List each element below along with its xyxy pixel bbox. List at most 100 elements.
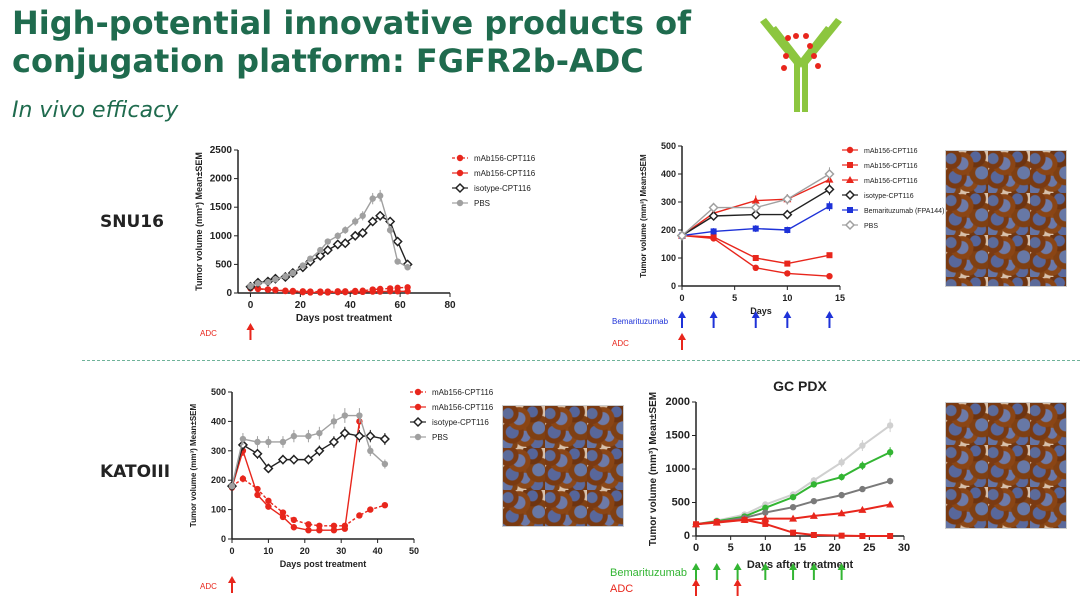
data-point (264, 278, 272, 286)
data-point (762, 504, 769, 512)
data-point (858, 505, 867, 513)
data-point (741, 516, 748, 523)
data-point (824, 184, 835, 195)
data-point (254, 280, 262, 287)
data-point (826, 273, 833, 280)
series-2 (226, 426, 390, 492)
x-tick-label: 0 (693, 542, 699, 554)
legend-label: mAb156-CPT116 (474, 169, 536, 178)
x-tick-label: 10 (782, 293, 792, 303)
data-point (264, 286, 272, 293)
data-point (324, 238, 331, 245)
data-point (330, 522, 338, 529)
data-point (254, 285, 262, 292)
data-point (369, 195, 376, 202)
x-tick-label: 20 (829, 542, 841, 554)
data-point (317, 289, 324, 296)
data-point (375, 210, 386, 221)
data-point (859, 485, 866, 493)
y-tick-label: 2500 (210, 145, 233, 156)
y-tick-label: 1000 (210, 231, 233, 242)
legend-label: mAb156-CPT116 (432, 388, 494, 397)
dosing-label: ADC (610, 583, 633, 595)
data-point (826, 203, 833, 210)
data-point (838, 473, 845, 481)
data-point (846, 176, 854, 183)
data-point (341, 525, 349, 532)
y-tick-label: 0 (226, 288, 232, 299)
y-tick-label: 1500 (666, 430, 690, 442)
legend-label: PBS (474, 199, 490, 208)
data-point (824, 168, 835, 180)
arrow-head (228, 576, 236, 583)
data-point (289, 269, 297, 277)
data-point (369, 288, 376, 295)
data-point (693, 521, 699, 528)
data-point (404, 288, 411, 295)
data-point (357, 227, 368, 239)
data-point (713, 518, 720, 525)
row-label-snu16: SNU16 (100, 212, 164, 232)
arrow-head (783, 311, 792, 318)
y-tick-label: 400 (661, 169, 676, 179)
arrow-head (809, 563, 818, 570)
data-point (404, 264, 411, 271)
dosing-label: Bemarituzumab (612, 317, 669, 326)
data-point (838, 459, 845, 466)
data-point (762, 509, 769, 516)
arrow-head (246, 323, 255, 330)
arrow-head (825, 311, 834, 318)
data-point (844, 219, 856, 231)
data-point (750, 202, 761, 213)
data-point (790, 529, 797, 536)
data-point (859, 442, 866, 449)
y-tick-label: 500 (661, 141, 676, 151)
data-point (342, 226, 349, 234)
arrow-head (789, 563, 798, 570)
data-point (307, 289, 314, 296)
arrow-head (678, 333, 686, 340)
y-tick-label: 500 (211, 387, 226, 397)
ihc-stain-image (945, 402, 1067, 529)
dosing-label: ADC (612, 339, 629, 348)
data-point (314, 445, 325, 456)
x-axis-label: Days post treatment (296, 313, 393, 324)
data-point (782, 194, 793, 205)
y-tick-label: 0 (221, 534, 226, 544)
data-point (386, 288, 394, 295)
x-tick-label: 80 (444, 300, 456, 311)
x-tick-label: 10 (263, 546, 273, 556)
dosing-arrow-icon (678, 333, 686, 350)
data-point (316, 522, 323, 529)
y-tick-label: 300 (661, 197, 676, 207)
data-point (330, 418, 338, 425)
data-point (846, 146, 854, 154)
arrow-head (692, 579, 700, 586)
data-point (784, 270, 791, 277)
data-point (859, 462, 866, 469)
data-point (367, 216, 378, 227)
x-axis-label: Days (750, 306, 772, 316)
chart-snu16-left: 0 500 1000 1500 2000 2500 0 20 40 60 80 Days post t… (194, 145, 536, 340)
y-tick-label: 1500 (210, 202, 233, 213)
data-point (328, 436, 339, 448)
series-3 (228, 408, 389, 490)
data-point (279, 513, 287, 521)
series-4 (693, 516, 894, 539)
data-point (342, 288, 349, 296)
data-point (299, 262, 307, 269)
x-tick-label: 40 (373, 546, 383, 556)
data-point (708, 210, 719, 222)
data-point (762, 520, 769, 527)
data-point (254, 438, 261, 446)
data-point (676, 230, 688, 241)
data-point (376, 192, 384, 199)
dosing-arrow-icon (712, 563, 721, 580)
y-axis-label: Tumor volume (mm³) Mean±SEM (648, 392, 659, 546)
data-point (789, 503, 797, 511)
data-point (847, 162, 853, 168)
data-point (809, 511, 818, 519)
dosing-arrow-icon (709, 311, 718, 328)
data-point (356, 512, 363, 519)
data-point (332, 239, 343, 250)
